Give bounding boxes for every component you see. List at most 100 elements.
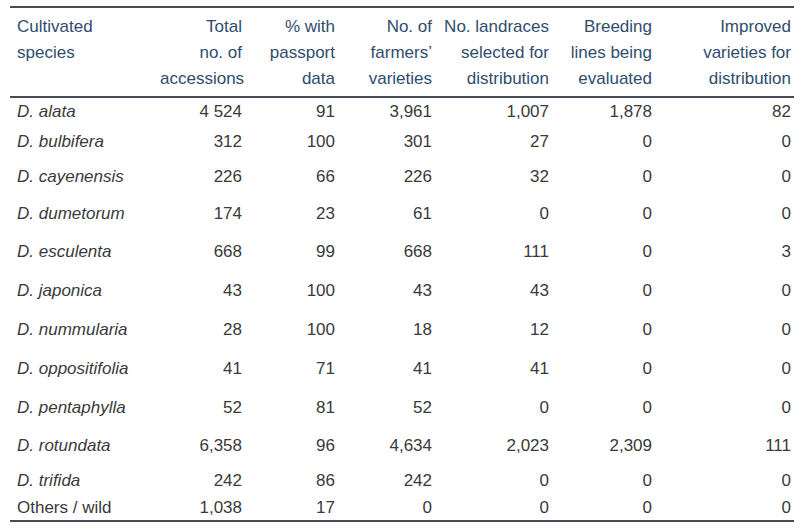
col-header-total-accessions: Total no. of accessions xyxy=(160,7,242,97)
header-row: Cultivated species Total no. of accessio… xyxy=(10,7,794,97)
cell-farmers: 43 xyxy=(335,271,432,310)
cell-landraces: 111 xyxy=(432,232,549,271)
cell-accessions: 6,358 xyxy=(160,427,242,465)
species-name: D. dumetorum xyxy=(10,195,160,232)
cell-passport: 96 xyxy=(242,427,335,465)
species-name: D. japonica xyxy=(10,271,160,310)
species-name: D. trifida xyxy=(10,465,160,496)
cell-passport: 71 xyxy=(242,349,335,388)
col-header-cultivated-species: Cultivated species xyxy=(10,7,160,97)
cell-farmers: 3,961 xyxy=(335,97,432,125)
cell-farmers: 0 xyxy=(335,496,432,521)
cell-farmers: 61 xyxy=(335,195,432,232)
col-header-passport-data: % with passport data xyxy=(242,7,335,97)
table-row: D. dumetorum 174 23 61 0 0 0 xyxy=(10,195,794,232)
cell-breeding: 0 xyxy=(549,271,652,310)
table-row: D. rotundata 6,358 96 4,634 2,023 2,309 … xyxy=(10,427,794,465)
cell-landraces: 32 xyxy=(432,159,549,195)
col-header-improved-varieties: Improved varieties for distribution xyxy=(652,7,794,97)
table-row: D. cayenensis 226 66 226 32 0 0 xyxy=(10,159,794,195)
cell-accessions: 312 xyxy=(160,125,242,159)
table-row: D. bulbifera 312 100 301 27 0 0 xyxy=(10,125,794,159)
cell-landraces: 2,023 xyxy=(432,427,549,465)
species-name: D. cayenensis xyxy=(10,159,160,195)
cell-passport: 17 xyxy=(242,496,335,521)
cell-breeding: 0 xyxy=(549,159,652,195)
cell-improved: 0 xyxy=(652,271,794,310)
cell-improved: 0 xyxy=(652,388,794,427)
species-name: D. pentaphylla xyxy=(10,388,160,427)
cell-improved: 3 xyxy=(652,232,794,271)
species-name: D. alata xyxy=(10,97,160,125)
cell-breeding: 0 xyxy=(549,388,652,427)
cell-passport: 23 xyxy=(242,195,335,232)
cell-passport: 100 xyxy=(242,271,335,310)
table-header: Cultivated species Total no. of accessio… xyxy=(10,7,794,97)
col-header-landraces-distribution: No. landraces selected for distribution xyxy=(432,7,549,97)
cell-improved: 0 xyxy=(652,349,794,388)
cell-accessions: 174 xyxy=(160,195,242,232)
cell-breeding: 0 xyxy=(549,349,652,388)
cell-farmers: 226 xyxy=(335,159,432,195)
cell-accessions: 43 xyxy=(160,271,242,310)
cell-passport: 81 xyxy=(242,388,335,427)
species-name: D. rotundata xyxy=(10,427,160,465)
cell-landraces: 0 xyxy=(432,496,549,521)
species-name: D. oppositifolia xyxy=(10,349,160,388)
species-name: Others / wild xyxy=(10,496,160,521)
cell-landraces: 0 xyxy=(432,195,549,232)
cell-farmers: 668 xyxy=(335,232,432,271)
table-row: D. japonica 43 100 43 43 0 0 xyxy=(10,271,794,310)
cell-accessions: 28 xyxy=(160,310,242,349)
cell-breeding: 0 xyxy=(549,125,652,159)
cell-improved: 0 xyxy=(652,195,794,232)
table-row: D. oppositifolia 41 71 41 41 0 0 xyxy=(10,349,794,388)
cell-improved: 0 xyxy=(652,125,794,159)
cell-accessions: 4 524 xyxy=(160,97,242,125)
cell-landraces: 43 xyxy=(432,271,549,310)
cell-improved: 0 xyxy=(652,465,794,496)
cell-farmers: 41 xyxy=(335,349,432,388)
cell-passport: 100 xyxy=(242,310,335,349)
cell-breeding: 0 xyxy=(549,195,652,232)
cell-breeding: 1,878 xyxy=(549,97,652,125)
cell-landraces: 41 xyxy=(432,349,549,388)
cell-farmers: 4,634 xyxy=(335,427,432,465)
species-name: D. nummularia xyxy=(10,310,160,349)
cell-improved: 111 xyxy=(652,427,794,465)
cell-accessions: 668 xyxy=(160,232,242,271)
cell-accessions: 52 xyxy=(160,388,242,427)
cell-landraces: 0 xyxy=(432,465,549,496)
species-name: D. esculenta xyxy=(10,232,160,271)
cell-landraces: 12 xyxy=(432,310,549,349)
cell-farmers: 242 xyxy=(335,465,432,496)
cell-improved: 0 xyxy=(652,310,794,349)
cell-landraces: 27 xyxy=(432,125,549,159)
cell-passport: 100 xyxy=(242,125,335,159)
cell-accessions: 1,038 xyxy=(160,496,242,521)
cell-landraces: 0 xyxy=(432,388,549,427)
table-row: D. esculenta 668 99 668 111 0 3 xyxy=(10,232,794,271)
cell-improved: 0 xyxy=(652,159,794,195)
cell-breeding: 0 xyxy=(549,310,652,349)
cell-passport: 91 xyxy=(242,97,335,125)
cell-farmers: 18 xyxy=(335,310,432,349)
cell-breeding: 2,309 xyxy=(549,427,652,465)
cell-passport: 66 xyxy=(242,159,335,195)
table-row: D. pentaphylla 52 81 52 0 0 0 xyxy=(10,388,794,427)
cell-landraces: 1,007 xyxy=(432,97,549,125)
cell-improved: 82 xyxy=(652,97,794,125)
cell-breeding: 0 xyxy=(549,232,652,271)
cell-passport: 99 xyxy=(242,232,335,271)
table-row: Others / wild 1,038 17 0 0 0 0 xyxy=(10,496,794,521)
species-table-container: Cultivated species Total no. of accessio… xyxy=(10,6,794,522)
table-body: D. alata 4 524 91 3,961 1,007 1,878 82 D… xyxy=(10,97,794,521)
cell-passport: 86 xyxy=(242,465,335,496)
species-table: Cultivated species Total no. of accessio… xyxy=(10,6,794,522)
species-name: D. bulbifera xyxy=(10,125,160,159)
table-row: D. nummularia 28 100 18 12 0 0 xyxy=(10,310,794,349)
cell-farmers: 301 xyxy=(335,125,432,159)
cell-farmers: 52 xyxy=(335,388,432,427)
col-header-breeding-lines: Breeding lines being evaluated xyxy=(549,7,652,97)
cell-breeding: 0 xyxy=(549,465,652,496)
